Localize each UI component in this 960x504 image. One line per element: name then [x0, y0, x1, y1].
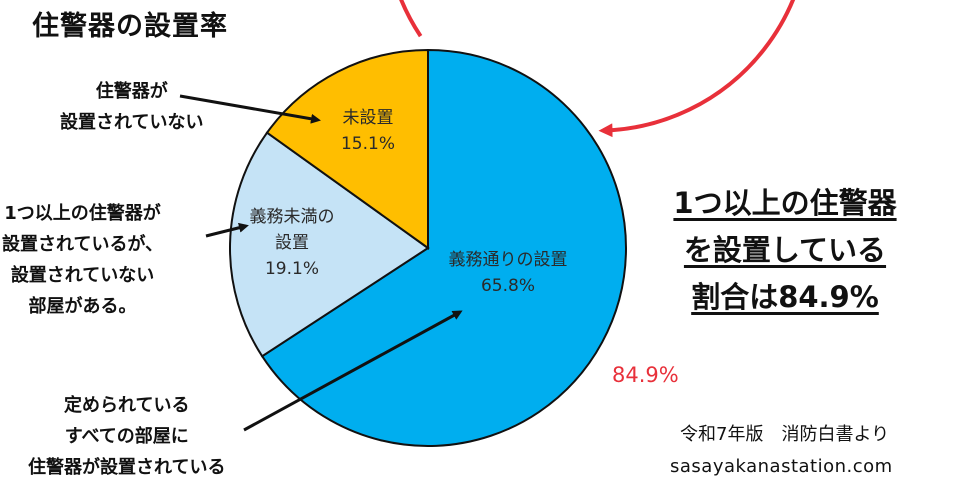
- annotation-partial: 1つ以上の住警器が 設置されているが、 設置されていない 部屋がある。: [2, 203, 164, 317]
- summary-callout: 1つ以上の住警器 を設置している 割合は84.9%: [673, 186, 897, 314]
- pie-slice: [229, 131, 430, 358]
- slice-value-label: 65.8%: [481, 276, 535, 296]
- annotation-not-installed: 住警器が 設置されていない: [60, 81, 204, 133]
- slice-name-label: 未設置: [343, 108, 394, 128]
- pie-slice: [260, 48, 627, 447]
- chart-title: 住警器の設置率: [32, 11, 228, 42]
- annotation-full: 定められている すべての部屋に 住警器が設置されている: [28, 395, 226, 478]
- arrow-partial: [205, 222, 249, 238]
- slice-value-label: 15.1%: [341, 134, 395, 154]
- slice-name-label: 設置: [275, 233, 309, 253]
- slice-value-label: 19.1%: [265, 259, 319, 279]
- arrow-full: [243, 310, 463, 432]
- pie-slice: [265, 48, 429, 250]
- arrow-not-installed: [179, 94, 321, 124]
- site-url: sasayakanastation.com: [670, 456, 893, 477]
- slice-name-label: 義務未満の: [250, 207, 335, 227]
- arc-percentage-label: 84.9%: [612, 363, 679, 387]
- percentage-arc: [399, 0, 796, 138]
- source-credit: 令和7年版 消防白書より: [680, 424, 890, 445]
- slice-name-label: 義務通りの設置: [449, 250, 568, 270]
